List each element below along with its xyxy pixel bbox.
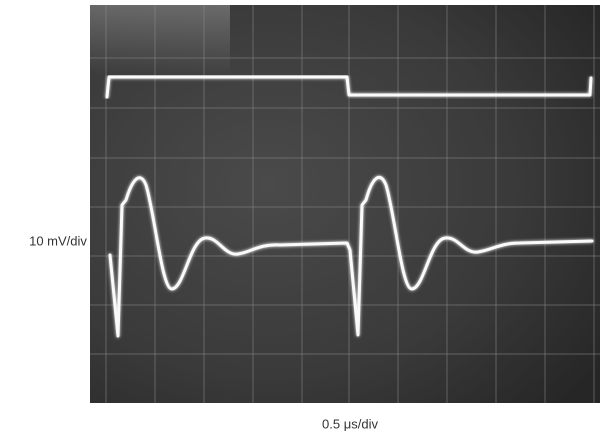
ringing-trace bbox=[108, 175, 594, 338]
y-scale-label: 10 mV/div bbox=[29, 233, 87, 248]
square-wave-trace bbox=[105, 75, 593, 99]
screen-glare bbox=[90, 5, 230, 75]
graticule bbox=[90, 5, 600, 403]
x-scale-label: 0.5 μs/div bbox=[322, 416, 378, 431]
